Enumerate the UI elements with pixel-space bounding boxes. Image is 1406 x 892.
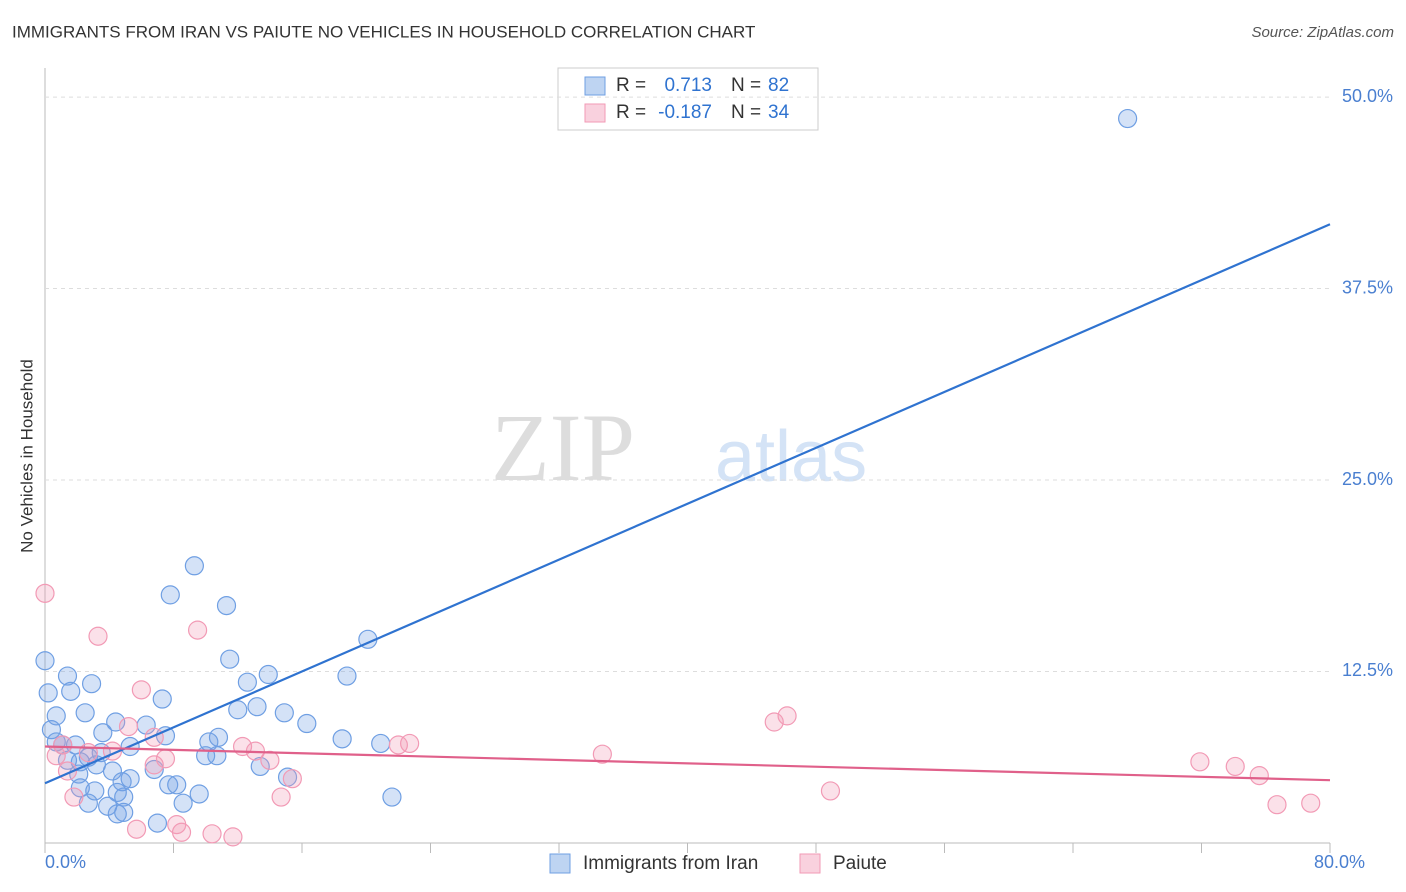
y-tick-label: 50.0% <box>1342 86 1393 106</box>
watermark: ZIP <box>491 394 635 501</box>
point <box>228 700 248 720</box>
point <box>400 733 420 754</box>
y-tick-label: 12.5% <box>1342 660 1393 680</box>
point <box>271 787 291 807</box>
point <box>237 672 257 692</box>
point <box>144 755 164 775</box>
point <box>38 683 58 703</box>
trend-line <box>44 745 1331 782</box>
legend-swatch <box>584 103 606 123</box>
legend-n-label: N = <box>731 102 761 123</box>
y-tick-label: 37.5% <box>1342 277 1393 297</box>
point <box>159 775 179 795</box>
point <box>260 750 280 770</box>
point <box>282 769 302 789</box>
point <box>592 744 612 764</box>
point <box>64 787 84 807</box>
stats-legend-box <box>557 67 819 131</box>
point <box>106 712 126 732</box>
point <box>1301 793 1321 813</box>
legend-label: Paiute <box>833 853 887 874</box>
watermark: atlas <box>715 417 867 497</box>
source: Source: ZipAtlas.com <box>1251 24 1394 41</box>
point <box>337 666 357 686</box>
point <box>81 674 102 694</box>
point <box>371 733 391 754</box>
point <box>147 813 168 833</box>
point <box>57 666 78 686</box>
point <box>35 651 55 671</box>
point <box>152 689 172 709</box>
point <box>41 720 62 740</box>
legend-r-label: R = <box>616 102 646 123</box>
y-axis-label: No Vehicles in Household <box>17 359 36 553</box>
point <box>171 822 192 842</box>
legend-swatch <box>584 76 606 96</box>
point <box>184 556 204 576</box>
point <box>820 781 841 801</box>
point <box>764 712 784 732</box>
point <box>85 781 105 801</box>
point <box>202 824 222 844</box>
legend-label: Immigrants from Iran <box>583 853 758 874</box>
point <box>53 735 73 755</box>
point <box>88 626 108 646</box>
legend-n-value: 34 <box>768 102 790 123</box>
trend-line <box>44 223 1331 785</box>
point <box>207 746 227 766</box>
point <box>258 664 278 685</box>
legend-r-value: 0.713 <box>664 75 712 96</box>
point <box>114 787 134 807</box>
point <box>107 804 127 824</box>
point <box>223 827 243 847</box>
x-tick-label: 80.0% <box>1314 852 1365 872</box>
legend-swatch <box>549 853 571 874</box>
point <box>1190 752 1210 772</box>
legend-swatch <box>799 853 821 874</box>
legend-r-label: R = <box>616 75 646 96</box>
point <box>250 756 270 777</box>
point <box>102 761 123 781</box>
point <box>167 775 187 795</box>
point <box>160 585 180 605</box>
point <box>118 716 139 737</box>
point <box>332 729 352 749</box>
legend-r-value: -0.187 <box>658 102 712 123</box>
point <box>78 743 98 763</box>
point <box>187 620 208 640</box>
legend-n-value: 82 <box>768 75 789 96</box>
point <box>1249 766 1269 786</box>
point <box>35 583 55 603</box>
point <box>382 787 402 807</box>
legend-n-label: N = <box>731 75 761 96</box>
point <box>216 595 237 616</box>
point <box>131 680 151 700</box>
chart-title: IMMIGRANTS FROM IRAN VS PAIUTE NO VEHICL… <box>12 22 755 41</box>
point <box>114 802 134 822</box>
point <box>126 819 147 839</box>
point <box>247 697 267 717</box>
point <box>220 649 240 669</box>
x-tick-label: 0.0% <box>45 852 86 872</box>
point <box>75 703 95 723</box>
point <box>1225 756 1245 777</box>
point <box>1118 108 1138 129</box>
point <box>297 713 317 734</box>
point <box>1267 795 1287 815</box>
point <box>274 703 294 723</box>
point <box>112 772 132 792</box>
point <box>61 681 81 701</box>
point <box>78 793 98 813</box>
point <box>93 723 113 743</box>
point <box>173 793 193 813</box>
point <box>189 784 209 804</box>
y-tick-label: 25.0% <box>1342 469 1393 489</box>
